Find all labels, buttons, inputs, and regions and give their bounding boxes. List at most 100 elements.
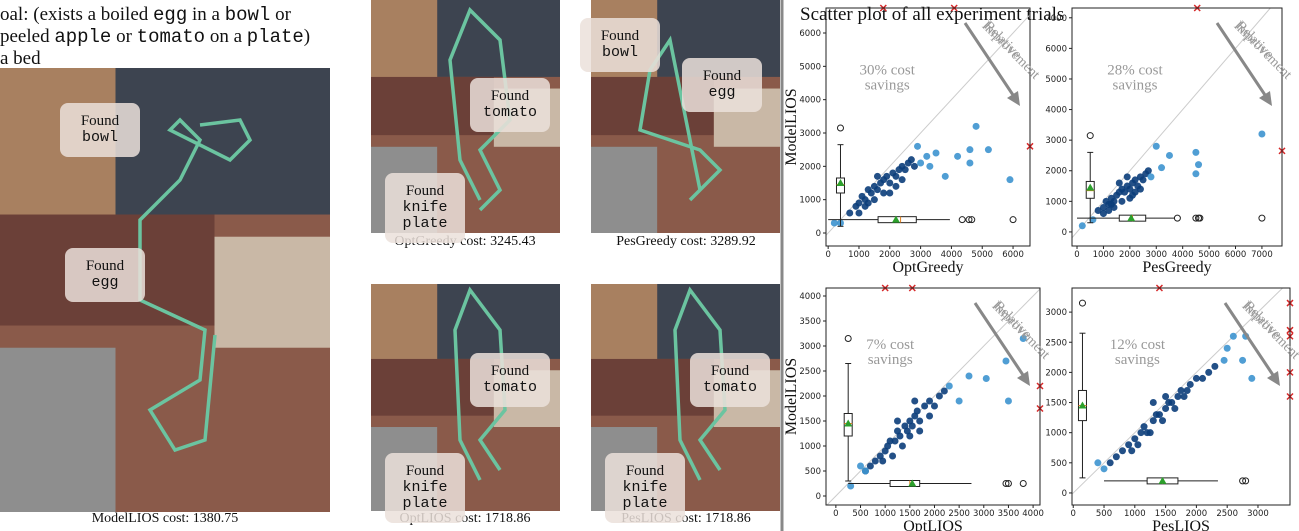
point xyxy=(1121,188,1129,196)
point xyxy=(896,432,904,440)
x-tick-label: 2000 xyxy=(1119,250,1141,260)
trajectory xyxy=(673,286,727,481)
point xyxy=(1100,465,1108,473)
flier xyxy=(965,216,973,224)
point xyxy=(1099,203,1107,211)
label-box xyxy=(470,353,550,407)
found-label: plate xyxy=(402,495,447,512)
point xyxy=(857,462,865,470)
goal-segment: or xyxy=(111,26,136,47)
label-box xyxy=(385,173,465,243)
mean xyxy=(1127,214,1136,222)
mean xyxy=(1158,476,1167,484)
point xyxy=(898,442,906,450)
y-tick-label: 4000 xyxy=(1045,106,1067,116)
point xyxy=(1146,429,1154,437)
found-label: egg xyxy=(91,274,118,291)
point xyxy=(886,189,894,197)
point xyxy=(916,417,924,425)
found-label: Found xyxy=(86,258,125,274)
point xyxy=(873,186,881,194)
x-tick-label: 1000 xyxy=(1124,509,1146,519)
mean xyxy=(844,419,853,427)
goal-segment: on a xyxy=(205,26,247,47)
point xyxy=(889,452,897,460)
point xyxy=(855,209,863,217)
point xyxy=(1159,417,1167,425)
point xyxy=(1258,130,1266,138)
point xyxy=(966,159,974,167)
point xyxy=(1152,142,1160,150)
y-tick-label: 1000 xyxy=(799,442,821,452)
diagonal xyxy=(826,288,1040,505)
goal-segment: apple xyxy=(54,26,111,48)
arrow-shaft xyxy=(963,22,1017,99)
arrow-shaft xyxy=(1223,302,1277,379)
y-tick-label: 5000 xyxy=(1045,75,1067,85)
point xyxy=(940,387,948,395)
mean xyxy=(891,215,900,223)
trajectory xyxy=(453,286,507,481)
y-tick-label: 2000 xyxy=(1045,167,1067,177)
arrow-head xyxy=(1017,371,1030,386)
point xyxy=(965,372,973,380)
point xyxy=(1171,405,1179,413)
point xyxy=(1195,161,1203,169)
point xyxy=(1192,148,1200,156)
found-label: Found xyxy=(81,113,120,129)
panel-caption: ModelLIOS cost: 1380.75 xyxy=(92,511,239,526)
point xyxy=(917,159,925,167)
point xyxy=(1107,200,1115,208)
found-label: egg xyxy=(708,84,735,101)
x-tick-label: 1000 xyxy=(1093,250,1115,260)
x-tick-label: 6000 xyxy=(1002,250,1024,260)
point xyxy=(1134,441,1142,449)
point xyxy=(1131,435,1139,443)
point xyxy=(972,122,980,130)
y-tick-label: 2000 xyxy=(1045,368,1067,378)
savings-text: 28% cost xyxy=(1107,63,1163,79)
goal-segment: oal: (exists a boiled xyxy=(0,4,153,25)
x-tick-label: 2000 xyxy=(1186,509,1208,519)
point xyxy=(1149,417,1157,425)
flier xyxy=(1019,480,1027,487)
room xyxy=(371,284,438,359)
goal-line: oal: (exists a boiled egg in a bowl or xyxy=(0,4,292,26)
point xyxy=(921,402,929,410)
box xyxy=(889,480,921,487)
point xyxy=(906,432,914,440)
savings-text: savings xyxy=(868,352,913,368)
x-tick-label: 3000 xyxy=(1247,509,1269,519)
arrow-shaft xyxy=(1215,22,1269,99)
point xyxy=(954,152,962,160)
point xyxy=(1162,405,1170,413)
found-label: plate xyxy=(402,215,447,232)
found-label: Found xyxy=(703,68,742,84)
flier xyxy=(1242,477,1250,485)
x-tick-label: 2000 xyxy=(924,509,946,519)
goal-segment: a bed xyxy=(0,48,41,69)
y-tick-label: 1000 xyxy=(799,196,821,206)
point xyxy=(1192,170,1200,178)
plot-area xyxy=(1072,288,1283,495)
point xyxy=(1168,399,1176,407)
goal-segment: tomato xyxy=(137,26,205,48)
point xyxy=(879,457,887,465)
point xyxy=(982,375,990,382)
frame xyxy=(825,7,1031,247)
point xyxy=(1006,176,1014,184)
x-tick-label: 4000 xyxy=(1172,250,1194,260)
diagonal xyxy=(1072,288,1283,495)
point xyxy=(861,467,869,475)
point xyxy=(1174,393,1182,400)
point xyxy=(1123,173,1131,181)
point xyxy=(935,392,943,400)
found-label: knife xyxy=(622,479,667,496)
label-box xyxy=(690,353,770,407)
y-tick-label: 4000 xyxy=(799,96,821,106)
point xyxy=(1223,344,1231,352)
found-label: Found xyxy=(626,463,665,479)
point xyxy=(1220,356,1228,364)
savings-text: savings xyxy=(1113,78,1158,94)
point xyxy=(1078,222,1086,230)
